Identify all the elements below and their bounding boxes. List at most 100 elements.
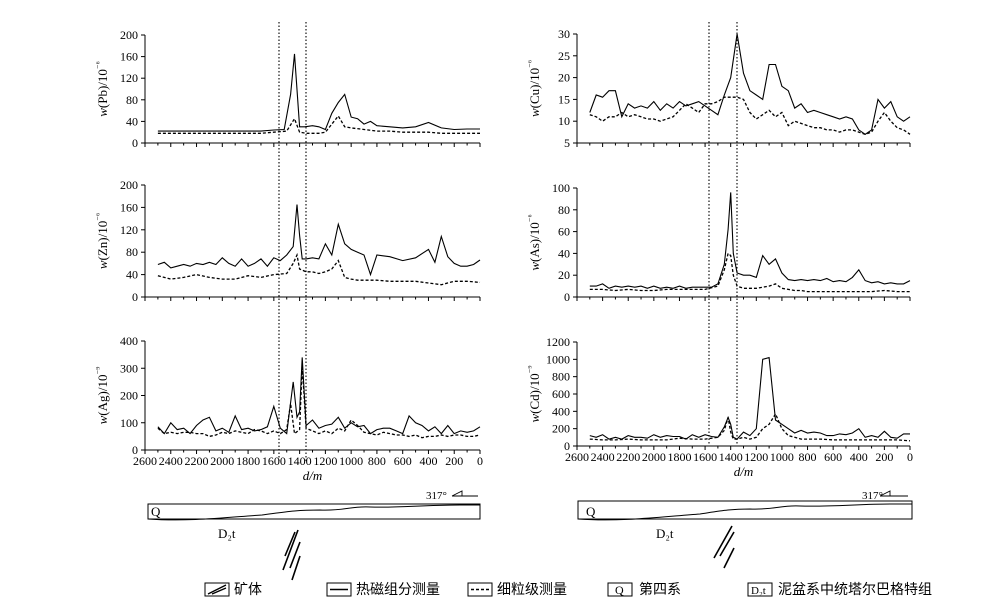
orebody-icon — [207, 584, 227, 595]
legend-orebody-swatch — [204, 582, 230, 597]
y-tick-label: 20 — [558, 268, 570, 282]
y-tick-label: 0 — [132, 136, 138, 150]
legend-q-label: 第四系 — [639, 581, 681, 598]
y-tick-label: 40 — [558, 246, 570, 260]
y-axis-label: w(Pb)/10⁻⁶ — [94, 61, 110, 117]
orebody-markers-right — [708, 22, 738, 446]
y-tick-label: 1000 — [546, 352, 570, 366]
x-tick-label: 2200 — [616, 450, 640, 464]
legend: 矿体 热磁组分测量 细粒级测量 Q 第四系 D₂t 泥盆系中统塔尔巴格特组 — [204, 581, 932, 598]
section-frame — [577, 500, 913, 520]
y-tick-label: 200 — [120, 178, 138, 192]
y-tick-label: 0 — [132, 290, 138, 304]
x-tick-label: 1400 — [719, 450, 743, 464]
x-tick-label: 2600 — [133, 454, 157, 468]
legend-fine-swatch — [467, 582, 493, 597]
legend-orebody-label: 矿体 — [234, 582, 262, 598]
x-tick-label: 800 — [368, 454, 386, 468]
x-tick-label: 1600 — [262, 454, 286, 468]
y-tick-label: 5 — [564, 136, 570, 150]
orebody-markers-left — [278, 22, 307, 462]
x-tick-label: 400 — [850, 450, 868, 464]
geologic-section-left: Q D₂t 317° — [147, 490, 481, 581]
x-tick-label: 1800 — [236, 454, 260, 468]
chart-panel-as: 0 20 40 60 80 100 w(As)/10⁻⁶ — [526, 181, 911, 304]
quaternary-boundary — [577, 503, 912, 521]
geologic-section-right: Q D₂t 317° — [577, 490, 913, 569]
y-tick-label: 800 — [552, 370, 570, 384]
chart-panel-zn: 0 40 80 120 160 200 w(Zn)/10⁻⁶ — [94, 178, 481, 304]
chart-panel-pb: 0 40 80 120 160 200 w(Pb)/10⁻⁶ — [94, 28, 481, 150]
series-line-thermomagnetic — [157, 53, 480, 132]
strata-d2t-label: D₂t — [218, 526, 236, 541]
series-line-finegrain — [157, 365, 481, 439]
series-line-finegrain — [589, 252, 910, 293]
strata-q-label: Q — [151, 504, 161, 519]
y-tick-label: 300 — [120, 361, 138, 375]
series-line-thermomagnetic — [589, 33, 911, 135]
y-tick-label: 30 — [558, 27, 570, 41]
y-axis-label: w(As)/10⁻⁶ — [526, 214, 542, 270]
north-arrow-icon — [451, 490, 478, 497]
y-tick-label: 20 — [558, 71, 570, 85]
legend-thermo-label: 热磁组分测量 — [356, 582, 440, 598]
y-tick-label: 80 — [126, 245, 138, 259]
x-tick-label: 200 — [445, 454, 463, 468]
legend-d2t-box-text: D₂t — [751, 585, 766, 597]
x-tick-label: 2000 — [642, 450, 666, 464]
legend-q-box-text: Q — [615, 583, 624, 597]
legend-d2t-swatch — [747, 582, 773, 597]
y-axis-label: w(Cd)/10⁻⁹ — [526, 365, 542, 422]
x-tick-label: 200 — [875, 450, 893, 464]
y-tick-label: 120 — [120, 71, 138, 85]
axis-line — [144, 35, 480, 144]
x-tick-label: 1400 — [288, 454, 312, 468]
axis-line — [576, 188, 910, 298]
y-tick-label: 200 — [552, 422, 570, 436]
chart-panel-cu: 5 10 15 20 25 30 w(Cu)/10⁻⁶ — [526, 27, 911, 150]
series-line-finegrain — [589, 96, 911, 135]
x-tick-label: 2200 — [185, 454, 209, 468]
y-tick-label: 10 — [558, 114, 570, 128]
y-axis-label: w(Ag)/10⁻⁹ — [94, 367, 110, 425]
strata-q-label: Q — [586, 504, 596, 519]
x-tick-label: 0 — [907, 450, 913, 464]
y-axis-label: w(Cu)/10⁻⁶ — [526, 60, 542, 117]
y-axis-label: w(Zn)/10⁻⁶ — [94, 213, 110, 269]
y-tick-label: 0 — [564, 290, 570, 304]
series-line-finegrain — [589, 412, 911, 442]
x-tick-label: 600 — [824, 450, 842, 464]
x-tick-label: 600 — [394, 454, 412, 468]
legend-thermo-swatch — [326, 582, 352, 597]
axis-line — [144, 185, 480, 298]
y-tick-label: 0 — [564, 439, 570, 453]
north-arrow-icon — [879, 490, 908, 497]
y-tick-label: 40 — [126, 268, 138, 282]
x-tick-label: 1600 — [693, 450, 717, 464]
quaternary-boundary — [147, 504, 480, 521]
series-line-thermomagnetic — [157, 357, 481, 435]
legend-q-swatch — [607, 582, 633, 597]
y-tick-label: 0 — [132, 443, 138, 457]
x-tick-label: 1000 — [770, 450, 794, 464]
y-tick-label: 60 — [558, 225, 570, 239]
section-frame — [147, 503, 481, 520]
axis-line — [144, 341, 480, 451]
y-tick-label: 160 — [120, 50, 138, 64]
y-tick-label: 40 — [126, 114, 138, 128]
strata-d2t-label: D₂t — [656, 526, 674, 541]
x-tick-label: 2400 — [591, 450, 615, 464]
series-line-thermomagnetic — [589, 356, 910, 440]
x-tick-label: 0 — [477, 454, 483, 468]
legend-fine-label: 细粒级测量 — [497, 582, 567, 598]
y-tick-label: 15 — [558, 92, 570, 106]
x-tick-label: 800 — [799, 450, 817, 464]
x-axis-label: d/m — [303, 468, 323, 483]
x-tick-label: 2000 — [210, 454, 234, 468]
x-tick-label: 1200 — [313, 454, 337, 468]
y-tick-label: 100 — [120, 416, 138, 430]
y-tick-label: 600 — [552, 387, 570, 401]
